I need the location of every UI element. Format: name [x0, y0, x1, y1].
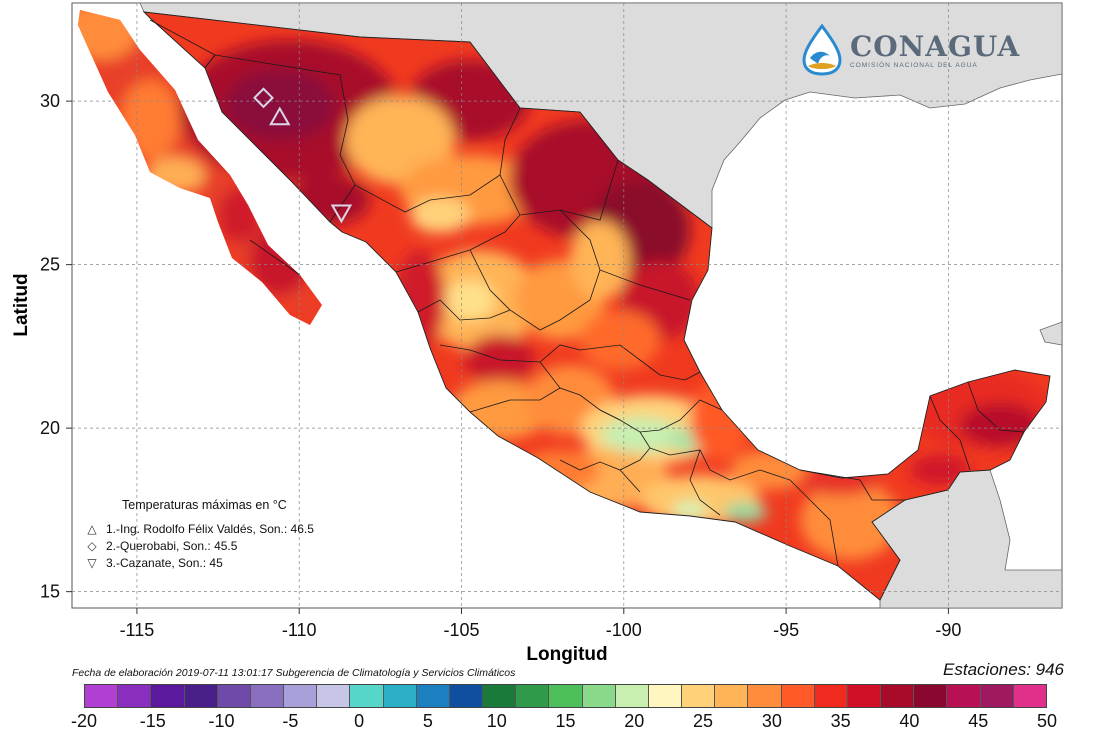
color-swatch: [1013, 685, 1046, 707]
color-swatch: [715, 685, 749, 707]
color-scale-label: 0: [354, 711, 365, 731]
color-swatch: [881, 685, 915, 707]
color-swatch: [516, 685, 550, 707]
color-swatch: [615, 685, 649, 707]
x-axis-title: Longitud: [526, 644, 607, 665]
triangle-up-icon: △: [87, 521, 97, 536]
triangle-down-icon: ▽: [87, 555, 97, 570]
color-swatch: [449, 685, 484, 707]
color-scale-labels: -20 -15 -10 -5 0 5 10 15 20 25 30 35 40 45 50: [0, 711, 1100, 737]
color-scale-label: 10: [486, 711, 507, 731]
x-tick-label: -115: [120, 620, 155, 640]
color-scale-label: -20: [70, 711, 98, 731]
color-scale-bar: [84, 684, 1047, 708]
diamond-icon: ◇: [87, 538, 97, 553]
color-swatch: [151, 685, 185, 707]
x-tick-label: -110: [282, 620, 317, 640]
legend-item-text: 1.-Ing. Rodolfo Félix Valdés, Son.: 46.5: [106, 521, 314, 536]
axis-ticks: -115 -110 -105 -100 -95 -90 30 25 20 15: [40, 91, 961, 640]
color-swatch: [483, 685, 517, 707]
station-marker-triangle-down-icon: [330, 204, 353, 224]
color-swatch: [814, 685, 848, 707]
legend-item-text: 2.-Querobabi, Son.: 45.5: [106, 538, 238, 553]
x-tick-label: -105: [443, 620, 479, 640]
color-scale-label: 40: [899, 711, 920, 731]
color-swatch: [781, 685, 815, 707]
station-marker-triangle-up-icon: [269, 106, 291, 126]
color-swatch: [549, 685, 583, 707]
color-swatch: [317, 685, 351, 707]
color-swatch: [350, 685, 384, 707]
station-marker-diamond-icon: [253, 87, 274, 109]
x-tick-label: -95: [773, 620, 799, 640]
state-boundaries: [149, 19, 1025, 567]
color-scale-label: -10: [208, 711, 235, 731]
color-scale-label: 25: [693, 711, 714, 731]
color-scale-label: 30: [761, 711, 782, 731]
logo-subtitle: COMISIÓN NACIONAL DEL AGUA: [850, 61, 978, 69]
color-swatch: [980, 685, 1014, 707]
color-scale-label: 5: [422, 711, 433, 731]
y-tick-label: 30: [40, 91, 60, 111]
legend-item: ◇ 2.-Querobabi, Son.: 45.5: [84, 537, 384, 554]
station-legend: Temperaturas máximas en °C △ 1.-Ing. Rod…: [84, 498, 384, 571]
color-scale-label: 50: [1036, 711, 1058, 731]
color-swatch: [648, 685, 683, 707]
cuba-landmass: [1039, 321, 1062, 346]
water-drop-icon: [802, 24, 842, 76]
conagua-logo: CONAGUA COMISIÓN NACIONAL DEL AGUA: [800, 20, 1040, 80]
color-swatch: [748, 685, 782, 707]
color-swatch: [947, 685, 981, 707]
color-swatch: [85, 685, 119, 707]
y-axis-title: Latitud: [11, 273, 32, 336]
color-swatch: [682, 685, 716, 707]
color-scale-label: 15: [555, 711, 576, 731]
station-markers: [253, 87, 353, 224]
legend-item: ▽ 3.-Cazanate, Son.: 45: [84, 554, 384, 571]
legend-title: Temperaturas máximas en °C: [122, 498, 287, 512]
x-tick-label: -90: [935, 620, 961, 640]
color-scale-label: 45: [968, 711, 989, 731]
color-swatch: [914, 685, 948, 707]
color-scale-label: -15: [139, 711, 166, 731]
y-tick-label: 25: [40, 255, 60, 275]
color-swatch: [383, 685, 417, 707]
stations-count-text: Estaciones: 946: [943, 660, 1064, 679]
color-scale-label: 35: [830, 711, 851, 731]
color-swatch: [847, 685, 882, 707]
color-scale-label: -5: [282, 711, 299, 731]
color-swatch: [582, 685, 616, 707]
x-tick-label: -100: [606, 620, 642, 640]
color-swatch: [118, 685, 152, 707]
color-swatch: [284, 685, 318, 707]
grid: [72, 3, 1062, 608]
creation-date-text: Fecha de elaboración 2019-07-11 13:01:17…: [72, 667, 516, 679]
y-tick-label: 20: [40, 418, 60, 438]
legend-item: △ 1.-Ing. Rodolfo Félix Valdés, Son.: 46…: [84, 520, 384, 537]
y-tick-label: 15: [40, 582, 60, 602]
color-swatch: [217, 685, 251, 707]
color-swatch: [416, 685, 450, 707]
logo-name: CONAGUA: [850, 29, 1021, 63]
color-swatch: [184, 685, 218, 707]
color-scale-label: 20: [624, 711, 645, 731]
legend-item-text: 3.-Cazanate, Son.: 45: [106, 555, 223, 570]
color-swatch: [250, 685, 285, 707]
